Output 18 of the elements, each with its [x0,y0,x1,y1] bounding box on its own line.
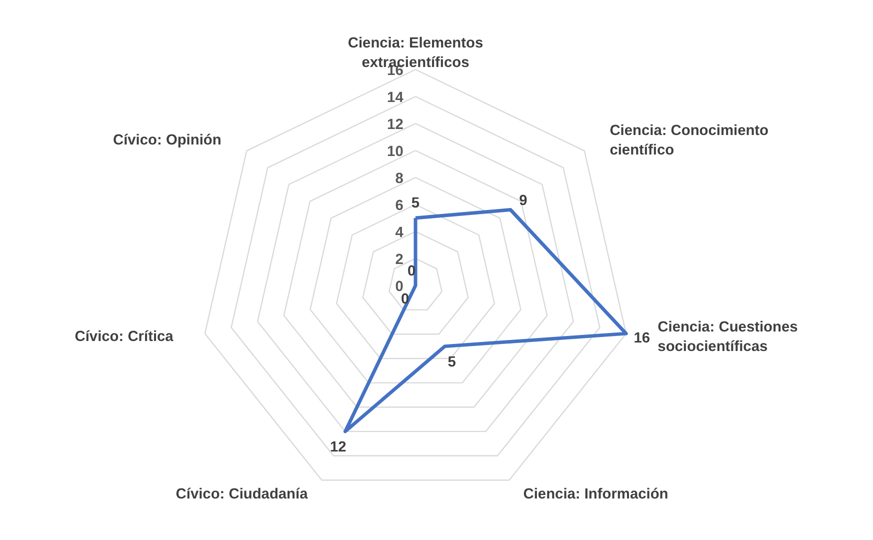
data-label: 16 [634,330,650,347]
y-tick-label: 10 [387,144,404,160]
spoke-label: Ciencia: Información [523,486,668,503]
spoke-label: Cívico: Ciudadanía [176,486,309,503]
spoke-label: Ciencia: Conocimiento científico [610,123,769,158]
spoke-label: Ciencia: Cuestiones sociocientíficas [658,320,798,355]
y-tick-label: 8 [395,171,404,187]
y-tick-label: 6 [395,198,404,214]
spoke-label: Cívico: Crítica [74,329,174,346]
y-tick-label: 4 [395,225,404,241]
data-label: 5 [411,195,420,212]
y-tick-label: 14 [387,90,404,106]
data-label: 12 [330,440,346,456]
y-tick-label: 2 [395,252,404,268]
data-label: 5 [448,354,456,370]
spoke-label: Cívico: Opinión [113,132,222,149]
y-tick-label: 12 [387,117,404,133]
data-label: 9 [519,193,528,210]
